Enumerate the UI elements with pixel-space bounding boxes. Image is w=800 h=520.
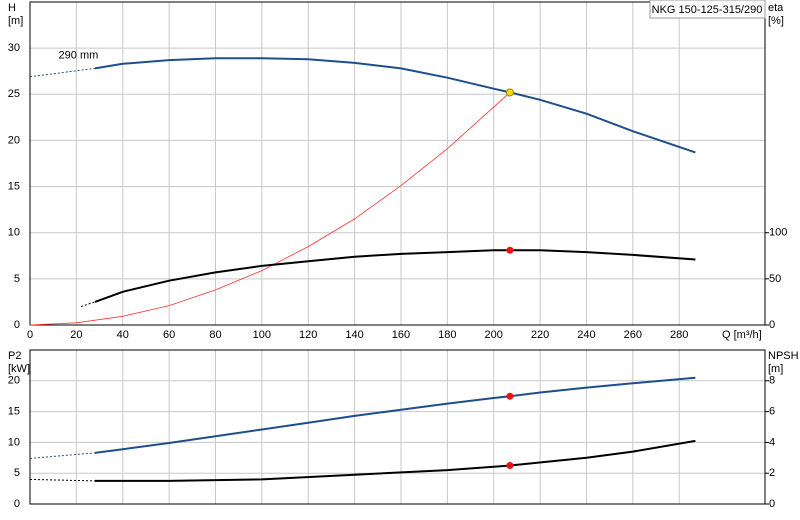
y2-tick-label: 50 [769, 273, 781, 285]
operating-point [505, 88, 514, 97]
y2-tick-label: 8 [769, 375, 775, 387]
curve [29, 92, 511, 326]
operating-point [506, 462, 514, 469]
curve [94, 57, 696, 154]
plot-frame [29, 1, 766, 326]
x-tick-label: 100 [253, 329, 271, 341]
curve [80, 301, 96, 307]
y-tick-label: 10 [8, 227, 20, 239]
x-tick-label: 220 [531, 329, 549, 341]
y2-axis-title: eta [768, 2, 784, 14]
y-axis-title: P2 [8, 350, 21, 362]
x-tick-label: 120 [299, 329, 317, 341]
x-tick-label: 280 [670, 329, 688, 341]
x-tick-label: 160 [392, 329, 410, 341]
chart-title: NKG 150-125-315/290 [652, 4, 763, 16]
x-tick-label: 140 [345, 329, 363, 341]
curve [29, 67, 95, 78]
y-tick-label: 25 [8, 88, 20, 100]
y-tick-label: 0 [14, 319, 20, 331]
y2-tick-label: 100 [769, 227, 787, 239]
y2-tick-label: 2 [769, 467, 775, 479]
y-tick-label: 0 [14, 498, 20, 510]
y-axis-title: H [8, 2, 16, 14]
x-tick-label: 0 [27, 329, 33, 341]
x-tick-label: 40 [117, 329, 129, 341]
x-tick-label: 60 [163, 329, 175, 341]
curve [94, 439, 696, 482]
curve [94, 249, 696, 303]
x-tick-label: 260 [624, 329, 642, 341]
y2-tick-label: 0 [769, 498, 775, 510]
x-tick-label: 240 [577, 329, 595, 341]
plot-frame [29, 349, 766, 505]
x-tick-label: 20 [70, 329, 82, 341]
y2-axis-unit: [%] [768, 15, 784, 27]
annotation: 290 mm [59, 49, 99, 61]
y-axis-unit: [kW] [8, 363, 30, 375]
curve [94, 376, 696, 454]
x-axis-title: Q [m³/h] [722, 329, 762, 341]
y-tick-label: 15 [8, 406, 20, 418]
y2-axis-title: NPSH [768, 350, 799, 362]
y-tick-label: 5 [14, 467, 20, 479]
y2-tick-label: 4 [769, 436, 775, 448]
y-tick-label: 5 [14, 273, 20, 285]
x-tick-label: 180 [438, 329, 456, 341]
y-tick-label: 10 [8, 436, 20, 448]
operating-point [506, 392, 514, 400]
y2-tick-label: 6 [769, 406, 775, 418]
y2-tick-label: 0 [769, 319, 775, 331]
x-tick-label: 80 [209, 329, 221, 341]
y-tick-label: 20 [8, 134, 20, 146]
curve [29, 452, 95, 459]
x-tick-label: 200 [485, 329, 503, 341]
curve [29, 478, 95, 482]
y-tick-label: 20 [8, 375, 20, 387]
operating-point [506, 246, 514, 254]
y2-axis-unit: [m] [768, 363, 783, 375]
y-tick-label: 30 [8, 42, 20, 54]
title-box [649, 0, 766, 19]
y-tick-label: 15 [8, 180, 20, 192]
y-axis-unit: [m] [8, 15, 23, 27]
